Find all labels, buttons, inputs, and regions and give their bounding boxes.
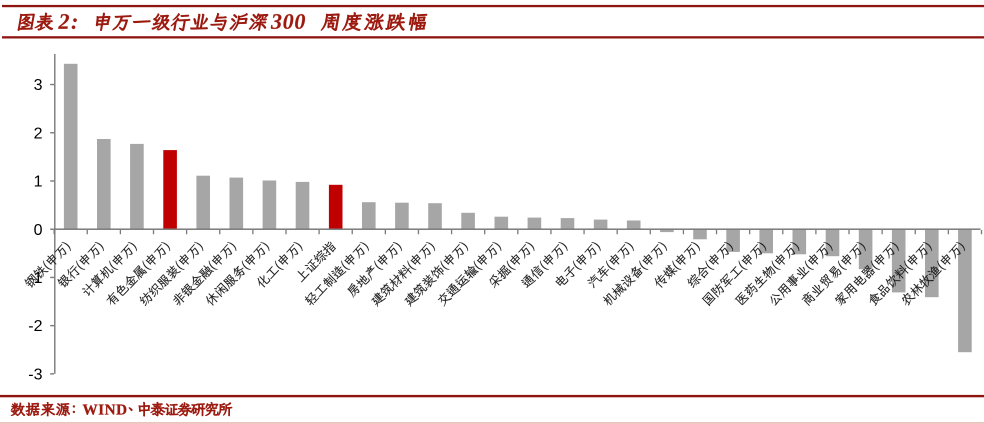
svg-text:-3: -3	[28, 367, 42, 384]
svg-text:3: 3	[34, 77, 43, 94]
svg-text:2: 2	[34, 125, 43, 142]
svg-text:0: 0	[34, 222, 43, 239]
svg-text:-2: -2	[28, 318, 42, 335]
svg-text:1: 1	[34, 174, 43, 191]
